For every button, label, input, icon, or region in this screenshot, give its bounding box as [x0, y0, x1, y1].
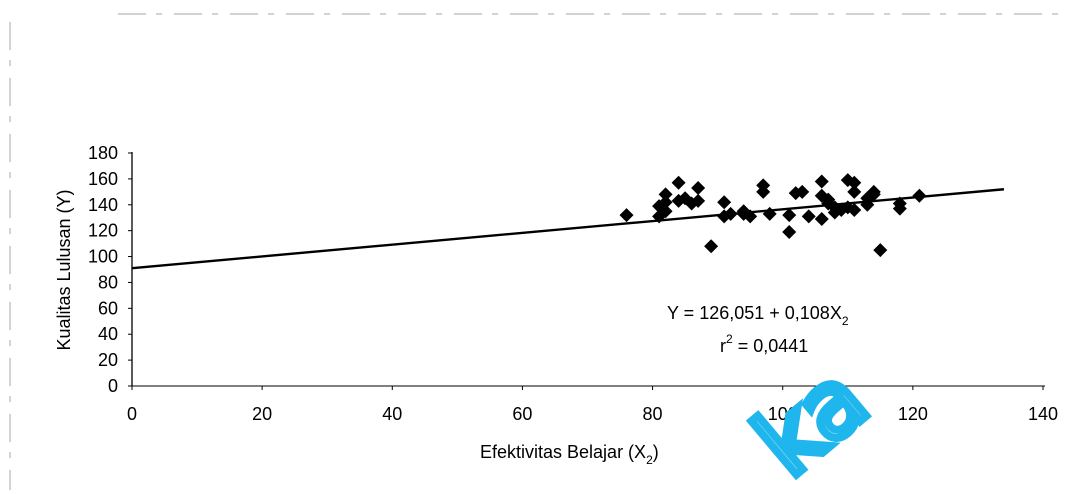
- data-point: [691, 193, 706, 208]
- data-point: [756, 184, 771, 199]
- data-point: [847, 202, 862, 217]
- x-tick-label: 100: [768, 404, 798, 424]
- data-point: [866, 187, 881, 202]
- y-tick-label: 60: [98, 298, 118, 318]
- r-squared-superscript: 2: [726, 332, 733, 346]
- data-point: [801, 209, 816, 224]
- x-tick-label: 0: [127, 404, 137, 424]
- data-point: [723, 206, 738, 221]
- y-tick-label: 140: [88, 195, 118, 215]
- y-tick-label: 0: [108, 376, 118, 396]
- x-axis-title-subscript: 2: [646, 453, 653, 467]
- x-tick-label: 140: [1028, 404, 1058, 424]
- data-point: [743, 209, 758, 224]
- data-point: [847, 175, 862, 190]
- data-point: [782, 224, 797, 239]
- y-tick-label: 180: [88, 143, 118, 163]
- y-tick-label: 80: [98, 272, 118, 292]
- x-tick-label: 60: [512, 404, 532, 424]
- watermark: ka: [735, 345, 887, 494]
- data-point: [691, 180, 706, 195]
- regression-equation: Y = 126,051 + 0,108X2: [667, 303, 849, 328]
- data-point: [814, 212, 829, 227]
- data-point: [658, 187, 673, 202]
- data-point: [658, 204, 673, 219]
- data-point: [873, 243, 888, 258]
- y-tick-label: 20: [98, 350, 118, 370]
- data-point: [671, 175, 686, 190]
- data-point: [892, 201, 907, 216]
- data-points: [619, 173, 927, 258]
- y-axis-title: Kualitas Lulusan (Y): [54, 189, 74, 350]
- x-tick-label: 80: [643, 404, 663, 424]
- data-point: [704, 239, 719, 254]
- y-axis-ticks: 0 20 40 60 80 100 120 140 160 180: [88, 143, 132, 396]
- y-tick-label: 40: [98, 324, 118, 344]
- data-point: [795, 184, 810, 199]
- trend-line: [131, 188, 1005, 270]
- x-tick-label: 20: [252, 404, 272, 424]
- data-point: [762, 206, 777, 221]
- y-tick-label: 120: [88, 221, 118, 241]
- x-tick-label: 40: [382, 404, 402, 424]
- data-point: [847, 184, 862, 199]
- x-axis-ticks: 0 20 40 60 80 100 120 140: [127, 386, 1058, 424]
- x-axis-title: Efektivitas Belajar (X2): [480, 442, 659, 467]
- data-point: [619, 208, 634, 223]
- x-tick-label: 120: [898, 404, 928, 424]
- data-point: [658, 195, 673, 210]
- y-tick-label: 100: [88, 247, 118, 267]
- data-point: [912, 188, 927, 203]
- r-squared-label: r2 = 0,0441: [720, 332, 808, 356]
- data-point: [717, 195, 732, 210]
- data-point: [782, 208, 797, 223]
- regression-equation-subscript: 2: [842, 314, 849, 328]
- y-tick-label: 160: [88, 169, 118, 189]
- data-point: [814, 174, 829, 189]
